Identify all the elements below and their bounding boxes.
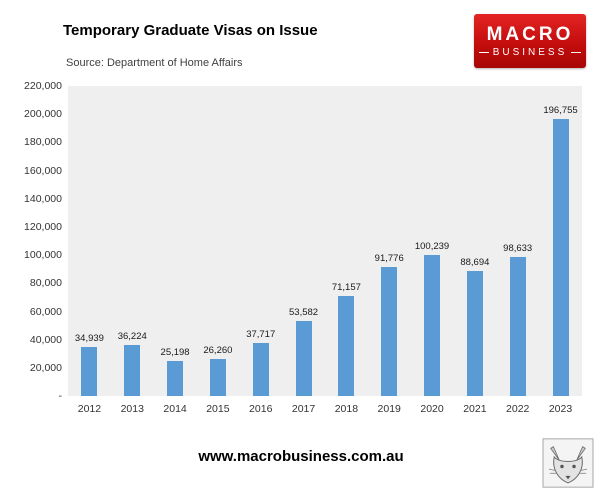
y-axis-tick-label: 140,000 — [24, 192, 62, 205]
bar-chart: 220,000 200,000 180,000 160,000 140,000 120,0… — [12, 80, 582, 415]
bar — [466, 271, 483, 396]
website-url[interactable]: www.macrobusiness.com.au — [198, 448, 404, 465]
y-axis-tick-label: 220,000 — [24, 80, 62, 92]
x-axis-label: 2020 — [420, 403, 444, 415]
x-axis-label: 2016 — [249, 403, 273, 415]
bar — [552, 118, 569, 396]
bar — [381, 266, 398, 396]
bar — [167, 360, 184, 396]
bar-slot: 53,582 — [282, 86, 325, 396]
x-axis-label: 2015 — [206, 403, 230, 415]
logo-rule-right — [571, 51, 582, 53]
bar — [81, 346, 98, 396]
y-axis-tick-label: 40,000 — [29, 333, 62, 346]
bar — [124, 345, 141, 396]
logo-text-business: BUSINESS — [478, 46, 582, 58]
bar-value-label: 53,582 — [289, 306, 319, 318]
x-axis-label: 2017 — [291, 403, 316, 415]
plot-area: 34,939 36,224 25,198 26,260 37,717 53,582 71,1… — [68, 86, 582, 396]
chart-header: Temporary Graduate Visas on Issue Source… — [10, 14, 592, 80]
y-axis-tick-label: 100,000 — [24, 249, 62, 262]
bar-slot: 100,239 — [411, 86, 454, 396]
chart-footer: www.macrobusiness.com.au — [0, 430, 602, 492]
y-axis-tick-label: 80,000 — [29, 277, 62, 290]
bar-slot: 36,224 — [111, 86, 154, 396]
bar-value-label: 100,239 — [414, 240, 450, 252]
bar-value-label: 34,939 — [74, 332, 104, 344]
bar-value-label: 88,694 — [460, 257, 490, 268]
bar-value-label: 25,198 — [160, 346, 190, 358]
bar-value-label: 37,717 — [246, 328, 276, 340]
y-axis-tick-label: - — [58, 390, 63, 402]
x-axis-label: 2018 — [334, 403, 359, 415]
bar — [424, 254, 441, 396]
bar — [295, 320, 312, 396]
bar-value-label: 196,755 — [543, 104, 578, 116]
macrobusiness-logo: MACRO BUSINESS — [474, 14, 586, 68]
x-axis: 2012 2013 2014 2015 2016 2017 2018 2019 2020 2021… — [68, 403, 582, 415]
bar-value-label: 71,157 — [331, 281, 361, 293]
x-axis-label: 2023 — [548, 403, 573, 415]
y-axis-tick-label: 200,000 — [24, 108, 62, 121]
fox-sketch-icon — [542, 438, 594, 488]
y-axis: 220,000 200,000 180,000 160,000 140,000 120,0… — [12, 80, 68, 402]
x-axis-label: 2021 — [463, 403, 487, 415]
bar — [509, 257, 526, 396]
logo-text-macro: MACRO — [486, 23, 574, 45]
y-axis-tick-label: 160,000 — [24, 164, 62, 177]
x-axis-label: 2022 — [506, 403, 530, 415]
bar-slot: 91,776 — [368, 86, 411, 396]
bar-slot: 34,939 — [68, 86, 111, 396]
logo-rule-left — [478, 51, 489, 53]
x-axis-label: 2019 — [377, 403, 401, 415]
bar — [209, 359, 226, 396]
y-axis-tick-label: 180,000 — [24, 136, 62, 149]
bar-slot: 26,260 — [196, 86, 239, 396]
bar-value-label: 91,776 — [374, 252, 404, 264]
bar-value-label: 26,260 — [203, 345, 233, 356]
bar — [252, 342, 269, 396]
bar-slot: 37,717 — [239, 86, 282, 396]
y-axis-tick-label: 20,000 — [29, 361, 62, 374]
y-axis-tick-label: 120,000 — [24, 220, 62, 233]
bar-slot: 196,755 — [539, 86, 582, 396]
bar-value-label: 98,633 — [503, 243, 533, 254]
bar-slot: 88,694 — [453, 86, 496, 396]
plot-wrap: 34,939 36,224 25,198 26,260 37,717 53,582 71,1… — [68, 86, 582, 415]
bar-slot: 98,633 — [496, 86, 539, 396]
bar-value-label: 36,224 — [117, 331, 147, 342]
x-axis-label: 2012 — [77, 403, 102, 415]
bar — [338, 295, 355, 396]
bar-slot: 71,157 — [325, 86, 368, 396]
chart-title: Temporary Graduate Visas on Issue — [63, 22, 318, 39]
bar-slot: 25,198 — [154, 86, 197, 396]
logo-business-label: BUSINESS — [492, 46, 568, 58]
chart-source: Source: Department of Home Affairs — [66, 57, 243, 69]
y-axis-tick-label: 60,000 — [29, 305, 62, 318]
x-axis-label: 2013 — [120, 403, 144, 415]
x-axis-label: 2014 — [163, 403, 187, 415]
fox-logo — [542, 438, 594, 488]
